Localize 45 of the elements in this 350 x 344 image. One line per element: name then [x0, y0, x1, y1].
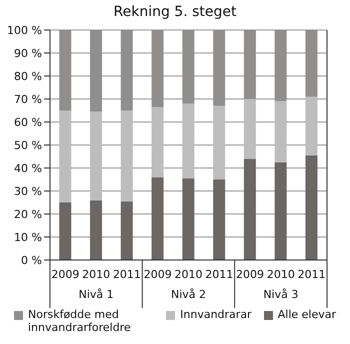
- chart-title: Rekning 5. steget: [112, 4, 238, 22]
- x-tick-label: 2010: [174, 268, 202, 281]
- bar: [59, 202, 72, 260]
- bar: [274, 162, 287, 260]
- bar: [244, 158, 256, 260]
- x-tick-label: 2011: [298, 268, 326, 281]
- text: Nivå 2: [170, 288, 206, 301]
- bar: [152, 177, 164, 260]
- x-tick-label: 2009: [236, 268, 264, 281]
- y-tick-label: 90 %: [14, 46, 42, 60]
- legend-label: Innvandrarar: [180, 308, 252, 321]
- bar: [90, 112, 102, 200]
- y-tick-label: 40 %: [14, 162, 42, 175]
- bar: [244, 99, 256, 159]
- bar: [274, 101, 287, 162]
- x-tick-label: 2010: [82, 268, 110, 281]
- text: Nivå 3: [263, 288, 298, 301]
- y-tick-label: 60 %: [14, 116, 42, 129]
- legend-label: Alle elevar: [278, 308, 336, 321]
- y-tick-label: 50 %: [14, 138, 42, 152]
- bar: [152, 107, 164, 178]
- bar: [182, 104, 194, 178]
- bar: [182, 178, 194, 260]
- bar: [120, 201, 133, 260]
- bar: [120, 110, 133, 202]
- y-tick-label: 0 %: [21, 254, 42, 267]
- bar: [213, 180, 226, 260]
- x-tick-label: 2011: [112, 268, 141, 281]
- legend-label: Norskfødde med innvandrarforeldre: [28, 308, 132, 334]
- bar: [59, 110, 72, 202]
- bar: [305, 155, 318, 260]
- bar: [213, 106, 226, 180]
- x-tick-label: 2010: [266, 268, 295, 281]
- y-tick-label: 20 %: [14, 208, 42, 221]
- y-tick-label: 10 %: [14, 230, 42, 244]
- y-tick-label: 70 %: [14, 92, 42, 106]
- y-tick-label: 30 %: [14, 184, 42, 198]
- text: Nivå 1: [78, 288, 114, 301]
- y-tick-label: 80 %: [14, 70, 42, 83]
- y-tick-label: 100 %: [7, 24, 42, 37]
- bar: [90, 200, 102, 260]
- x-tick-label: 2009: [144, 268, 172, 281]
- x-tick-label: 2009: [51, 268, 80, 281]
- x-tick-label: 2011: [205, 268, 234, 281]
- bar: [305, 96, 318, 156]
